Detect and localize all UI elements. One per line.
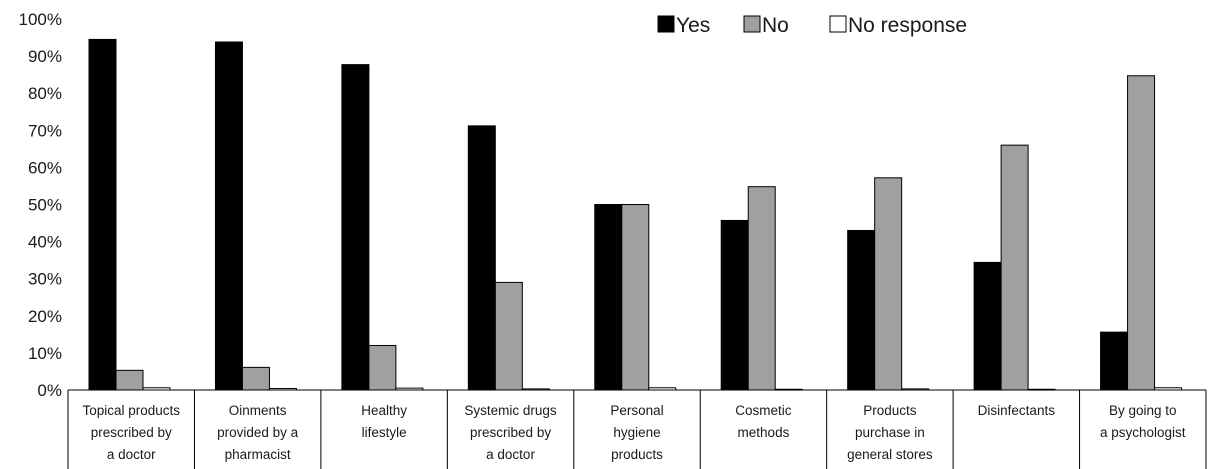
y-tick-label: 100% bbox=[19, 10, 62, 29]
legend-item-no: No bbox=[743, 14, 789, 37]
category-label-line: a doctor bbox=[107, 447, 156, 462]
bar-yes bbox=[973, 261, 1002, 391]
bar-yes bbox=[1100, 331, 1129, 391]
legend-label: No response bbox=[848, 14, 967, 37]
bar-no bbox=[494, 281, 523, 391]
category-label-line: products bbox=[611, 447, 663, 462]
bar-no bbox=[1000, 144, 1029, 391]
category-label-line: pharmacist bbox=[225, 447, 291, 462]
category-label-line: provided by a bbox=[217, 425, 299, 440]
category-label: Cosmetic methods bbox=[735, 403, 792, 440]
category-label-line: prescribed by bbox=[91, 425, 172, 440]
y-tick-label: 20% bbox=[28, 307, 62, 326]
category-label-line: Healthy bbox=[361, 403, 407, 418]
legend-swatch bbox=[657, 15, 675, 33]
category-label: Healthy lifestyle bbox=[361, 403, 407, 440]
category-label: By going to a psychologist bbox=[1100, 403, 1186, 440]
bar-no bbox=[621, 204, 650, 391]
y-tick-label: 30% bbox=[28, 270, 62, 289]
category-label: Disinfectants bbox=[978, 403, 1056, 418]
bar-yes bbox=[467, 125, 496, 391]
category-label-line: By going to bbox=[1109, 403, 1177, 418]
y-tick-label: 10% bbox=[28, 344, 62, 363]
x-axis: Topical products prescribed by a doctor Oin… bbox=[67, 389, 1207, 469]
category-label-line: Personal bbox=[610, 403, 663, 418]
bar-no bbox=[241, 366, 270, 391]
y-axis: 0% 10% 20% 30% 40% 50% 60% 70% 80% 90% 100% bbox=[19, 10, 62, 400]
bar-no bbox=[1127, 75, 1156, 391]
bar-yes bbox=[847, 229, 876, 391]
category-label-line: a psychologist bbox=[1100, 425, 1186, 440]
category-label-line: hygiene bbox=[613, 425, 660, 440]
y-tick-label: 50% bbox=[28, 196, 62, 215]
category-label-line: purchase in bbox=[855, 425, 925, 440]
y-tick-label: 70% bbox=[28, 121, 62, 140]
category-label-line: Topical products bbox=[82, 403, 180, 418]
category-label: Products purchase in general stores bbox=[847, 403, 933, 462]
bar-yes bbox=[720, 219, 749, 391]
category-label-line: Oinments bbox=[229, 403, 287, 418]
legend-label: Yes bbox=[676, 14, 710, 37]
category-label-line: general stores bbox=[847, 447, 933, 462]
bar-yes bbox=[594, 204, 623, 391]
category-label-line: Cosmetic bbox=[735, 403, 792, 418]
bar-yes bbox=[88, 38, 117, 391]
y-tick-label: 60% bbox=[28, 158, 62, 177]
bar-no bbox=[368, 344, 397, 391]
legend-item-yes: Yes bbox=[657, 14, 710, 37]
y-tick-label: 80% bbox=[28, 84, 62, 103]
bar-yes bbox=[341, 64, 370, 391]
category-label-line: prescribed by bbox=[470, 425, 551, 440]
category-label: Personal hygiene products bbox=[610, 403, 663, 462]
bar-no bbox=[747, 186, 776, 391]
category-label: Topical products prescribed by a doctor bbox=[82, 403, 180, 462]
category-label: Oinments provided by a pharmacist bbox=[217, 403, 299, 462]
bar-yes bbox=[214, 41, 243, 391]
legend: Yes No No response bbox=[657, 14, 967, 37]
category-label: Systemic drugs prescribed by a doctor bbox=[464, 403, 557, 462]
legend-item-no-response: No response bbox=[829, 14, 967, 37]
y-tick-label: 0% bbox=[37, 381, 62, 400]
legend-label: No bbox=[762, 14, 789, 37]
category-label-line: a doctor bbox=[486, 447, 535, 462]
category-label-line: methods bbox=[738, 425, 790, 440]
y-tick-label: 90% bbox=[28, 47, 62, 66]
legend-swatch bbox=[829, 15, 847, 33]
legend-swatch bbox=[743, 15, 761, 33]
bar-no bbox=[115, 369, 144, 391]
bars bbox=[88, 38, 1183, 391]
bar-no bbox=[874, 177, 903, 391]
y-tick-label: 40% bbox=[28, 233, 62, 252]
category-label-line: lifestyle bbox=[362, 425, 407, 440]
category-label-line: Systemic drugs bbox=[464, 403, 557, 418]
category-label-line: Products bbox=[863, 403, 917, 418]
category-label-line: Disinfectants bbox=[978, 403, 1056, 418]
